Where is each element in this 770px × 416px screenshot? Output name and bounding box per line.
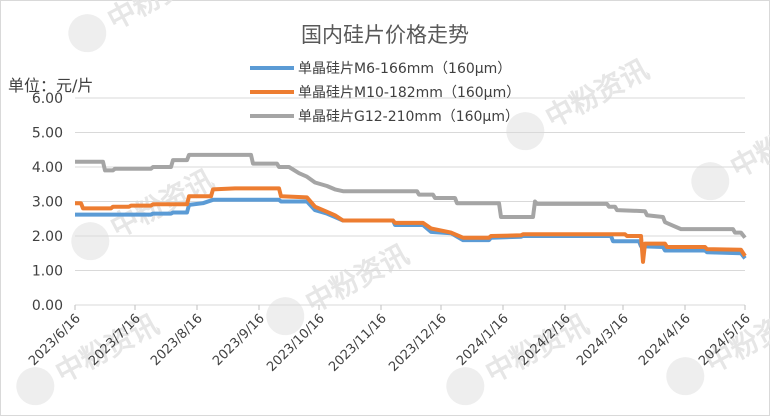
- y-tick-label: 2.00: [32, 229, 63, 245]
- watermark-logo-icon: [266, 297, 305, 336]
- watermark-logo-icon: [16, 367, 55, 406]
- watermark-logo-icon: [691, 162, 730, 201]
- watermark-logo-icon: [71, 222, 110, 261]
- watermark-logo-icon: [666, 357, 705, 396]
- legend-label: 单晶硅片M6-166mm（160μm）: [298, 61, 511, 77]
- watermark-logo-icon: [68, 14, 107, 53]
- y-tick-label: 3.00: [32, 195, 63, 211]
- y-tick-label: 6.00: [32, 91, 63, 107]
- series-line-3: [75, 152, 747, 239]
- y-tick-label: 5.00: [32, 126, 63, 142]
- watermark-logo-icon: [506, 112, 545, 151]
- unit-label: 单位：元/片: [8, 76, 93, 95]
- y-tick-label: 1.00: [32, 264, 63, 280]
- y-axis-ticks: 0.00 1.00 2.00 3.00 4.00 5.00 6.00: [32, 91, 63, 314]
- y-tick-label: 0.00: [32, 298, 63, 314]
- legend-label: 单晶硅片M10-182mm（160μm）: [298, 85, 520, 101]
- series-lines: [75, 152, 747, 264]
- legend: 单晶硅片M6-166mm（160μm） 单晶硅片M10-182mm（160μm） 单…: [250, 61, 520, 125]
- chart-title: 国内硅片价格走势: [301, 23, 469, 47]
- series-line-2: [75, 186, 747, 264]
- watermark-logo-icon: [446, 367, 485, 406]
- y-tick-label: 4.00: [32, 160, 63, 176]
- legend-label: 单晶硅片G12-210mm（160μm）: [298, 109, 519, 125]
